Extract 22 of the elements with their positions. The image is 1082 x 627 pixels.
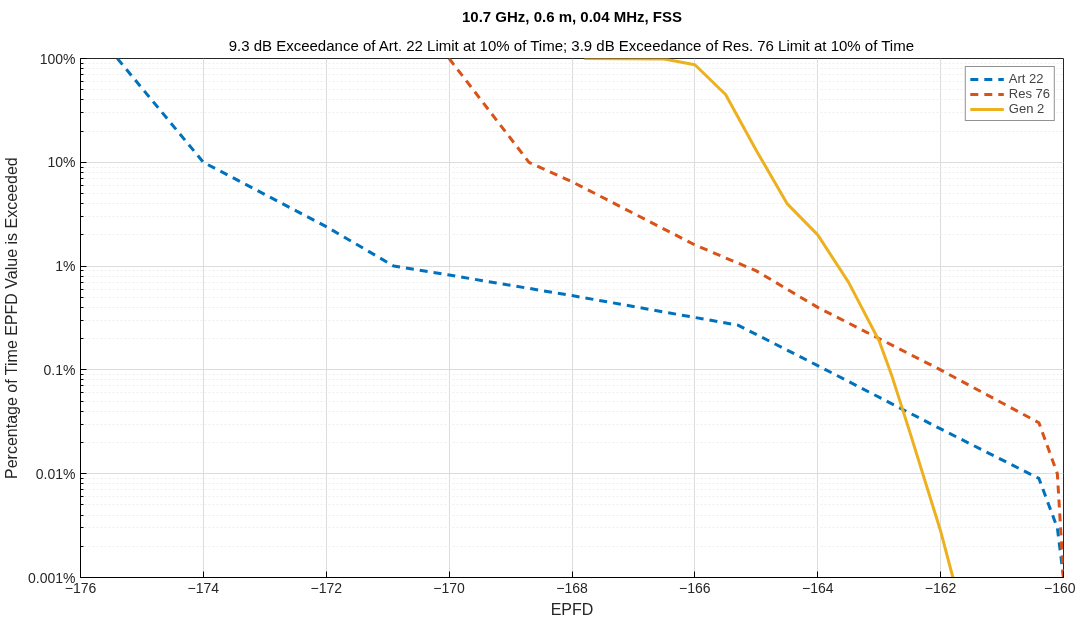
y-axis-title: Percentage of Time EPFD Value is Exceeded (3, 157, 21, 479)
x-tick-label: −162 (924, 579, 957, 596)
y-tick-label: 0.1% (43, 361, 76, 378)
y-tick-label: 0.01% (35, 465, 76, 482)
x-tick-label: −160 (1043, 579, 1076, 596)
chart-title: 10.7 GHz, 0.6 m, 0.04 MHz, FSS (461, 7, 683, 25)
x-tick-label: −170 (433, 579, 466, 596)
x-axis-title: EPFD (550, 600, 594, 618)
line-series (447, 58, 1064, 578)
legend-label: Art 22 (1008, 71, 1044, 86)
chart-subtitle: 9.3 dB Exceedance of Art. 22 Limit at 10% of Time; 3.9 dB Exceedance of Res. 76 Limit at 10% of Time (228, 36, 914, 54)
y-tick-label: 1% (55, 258, 76, 275)
legend-label: Gen 2 (1008, 101, 1045, 116)
x-tick-label: −174 (187, 579, 220, 596)
x-tick-label: −166 (679, 579, 711, 596)
legend-label: Res 76 (1008, 86, 1050, 101)
x-tick-label: −168 (556, 579, 588, 596)
line-series (582, 58, 955, 578)
x-tick-label: −164 (801, 579, 834, 596)
x-tick-label: −172 (310, 579, 343, 596)
y-tick-label: 10% (47, 154, 76, 171)
y-tick-label: 100% (39, 50, 76, 67)
